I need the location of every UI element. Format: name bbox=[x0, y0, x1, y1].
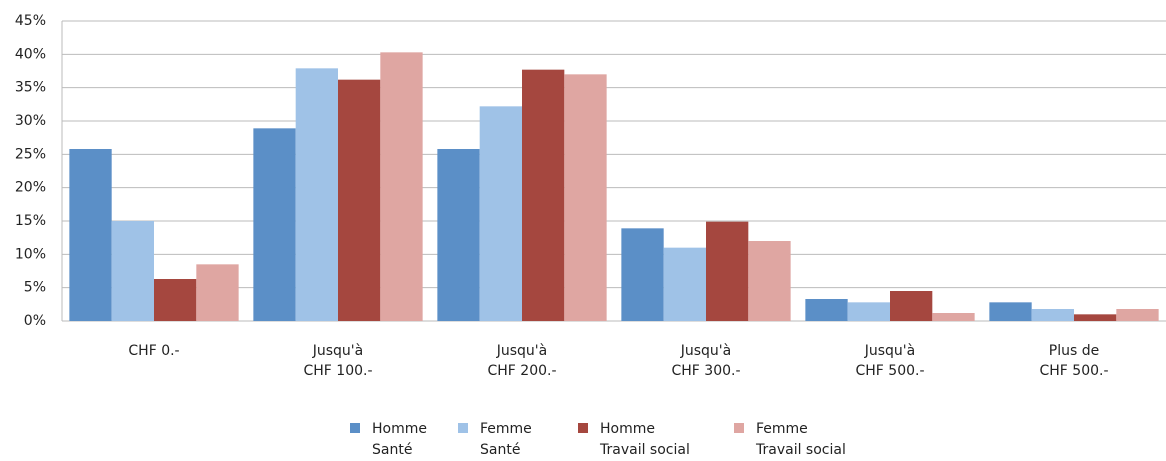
bar bbox=[154, 279, 197, 321]
legend-label: Homme Travail social bbox=[599, 421, 690, 458]
bar bbox=[1116, 309, 1159, 321]
bar bbox=[111, 221, 154, 321]
bar bbox=[253, 128, 296, 321]
bar bbox=[1074, 314, 1117, 321]
legend-swatch bbox=[578, 423, 588, 433]
y-tick-label: 40% bbox=[15, 46, 46, 62]
bar bbox=[805, 299, 848, 321]
legend-swatch bbox=[350, 423, 360, 433]
legend-label: Femme Santé bbox=[480, 421, 532, 458]
y-tick-label: 20% bbox=[15, 180, 46, 196]
y-tick-label: 0% bbox=[24, 313, 46, 329]
bar bbox=[295, 68, 338, 321]
legend-label: Femme Travail social bbox=[755, 421, 846, 458]
bar bbox=[621, 228, 664, 321]
bar bbox=[437, 149, 480, 321]
bar bbox=[932, 313, 975, 321]
legend-label: Homme Santé bbox=[372, 421, 427, 458]
bar bbox=[479, 106, 522, 321]
y-tick-label: 10% bbox=[15, 246, 46, 262]
x-tick-label: Jusqu'à CHF 300.- bbox=[671, 343, 740, 379]
legend-swatch bbox=[458, 423, 468, 433]
x-tick-label: Jusqu'à CHF 100.- bbox=[303, 343, 372, 379]
bar bbox=[847, 302, 890, 321]
x-tick-label: Jusqu'à CHF 200.- bbox=[487, 343, 556, 379]
bar bbox=[663, 247, 706, 321]
y-tick-label: 25% bbox=[15, 146, 46, 162]
bar bbox=[1031, 309, 1074, 321]
bar bbox=[989, 302, 1032, 321]
y-tick-label: 45% bbox=[15, 13, 46, 29]
bar bbox=[748, 241, 791, 321]
bar bbox=[890, 291, 933, 321]
bar bbox=[380, 52, 423, 321]
bar bbox=[196, 264, 239, 321]
y-tick-label: 35% bbox=[15, 80, 46, 96]
x-tick-label: CHF 0.- bbox=[128, 343, 179, 359]
y-tick-label: 30% bbox=[15, 113, 46, 129]
bar bbox=[69, 149, 112, 321]
y-tick-label: 5% bbox=[24, 280, 46, 296]
x-tick-label: Jusqu'à CHF 500.- bbox=[855, 343, 924, 379]
legend-swatch bbox=[734, 423, 744, 433]
x-tick-label: Plus de CHF 500.- bbox=[1039, 343, 1108, 379]
bar bbox=[338, 79, 381, 322]
bar bbox=[522, 69, 565, 322]
bar bbox=[564, 74, 607, 321]
bar bbox=[706, 221, 749, 321]
y-tick-label: 15% bbox=[15, 213, 46, 229]
